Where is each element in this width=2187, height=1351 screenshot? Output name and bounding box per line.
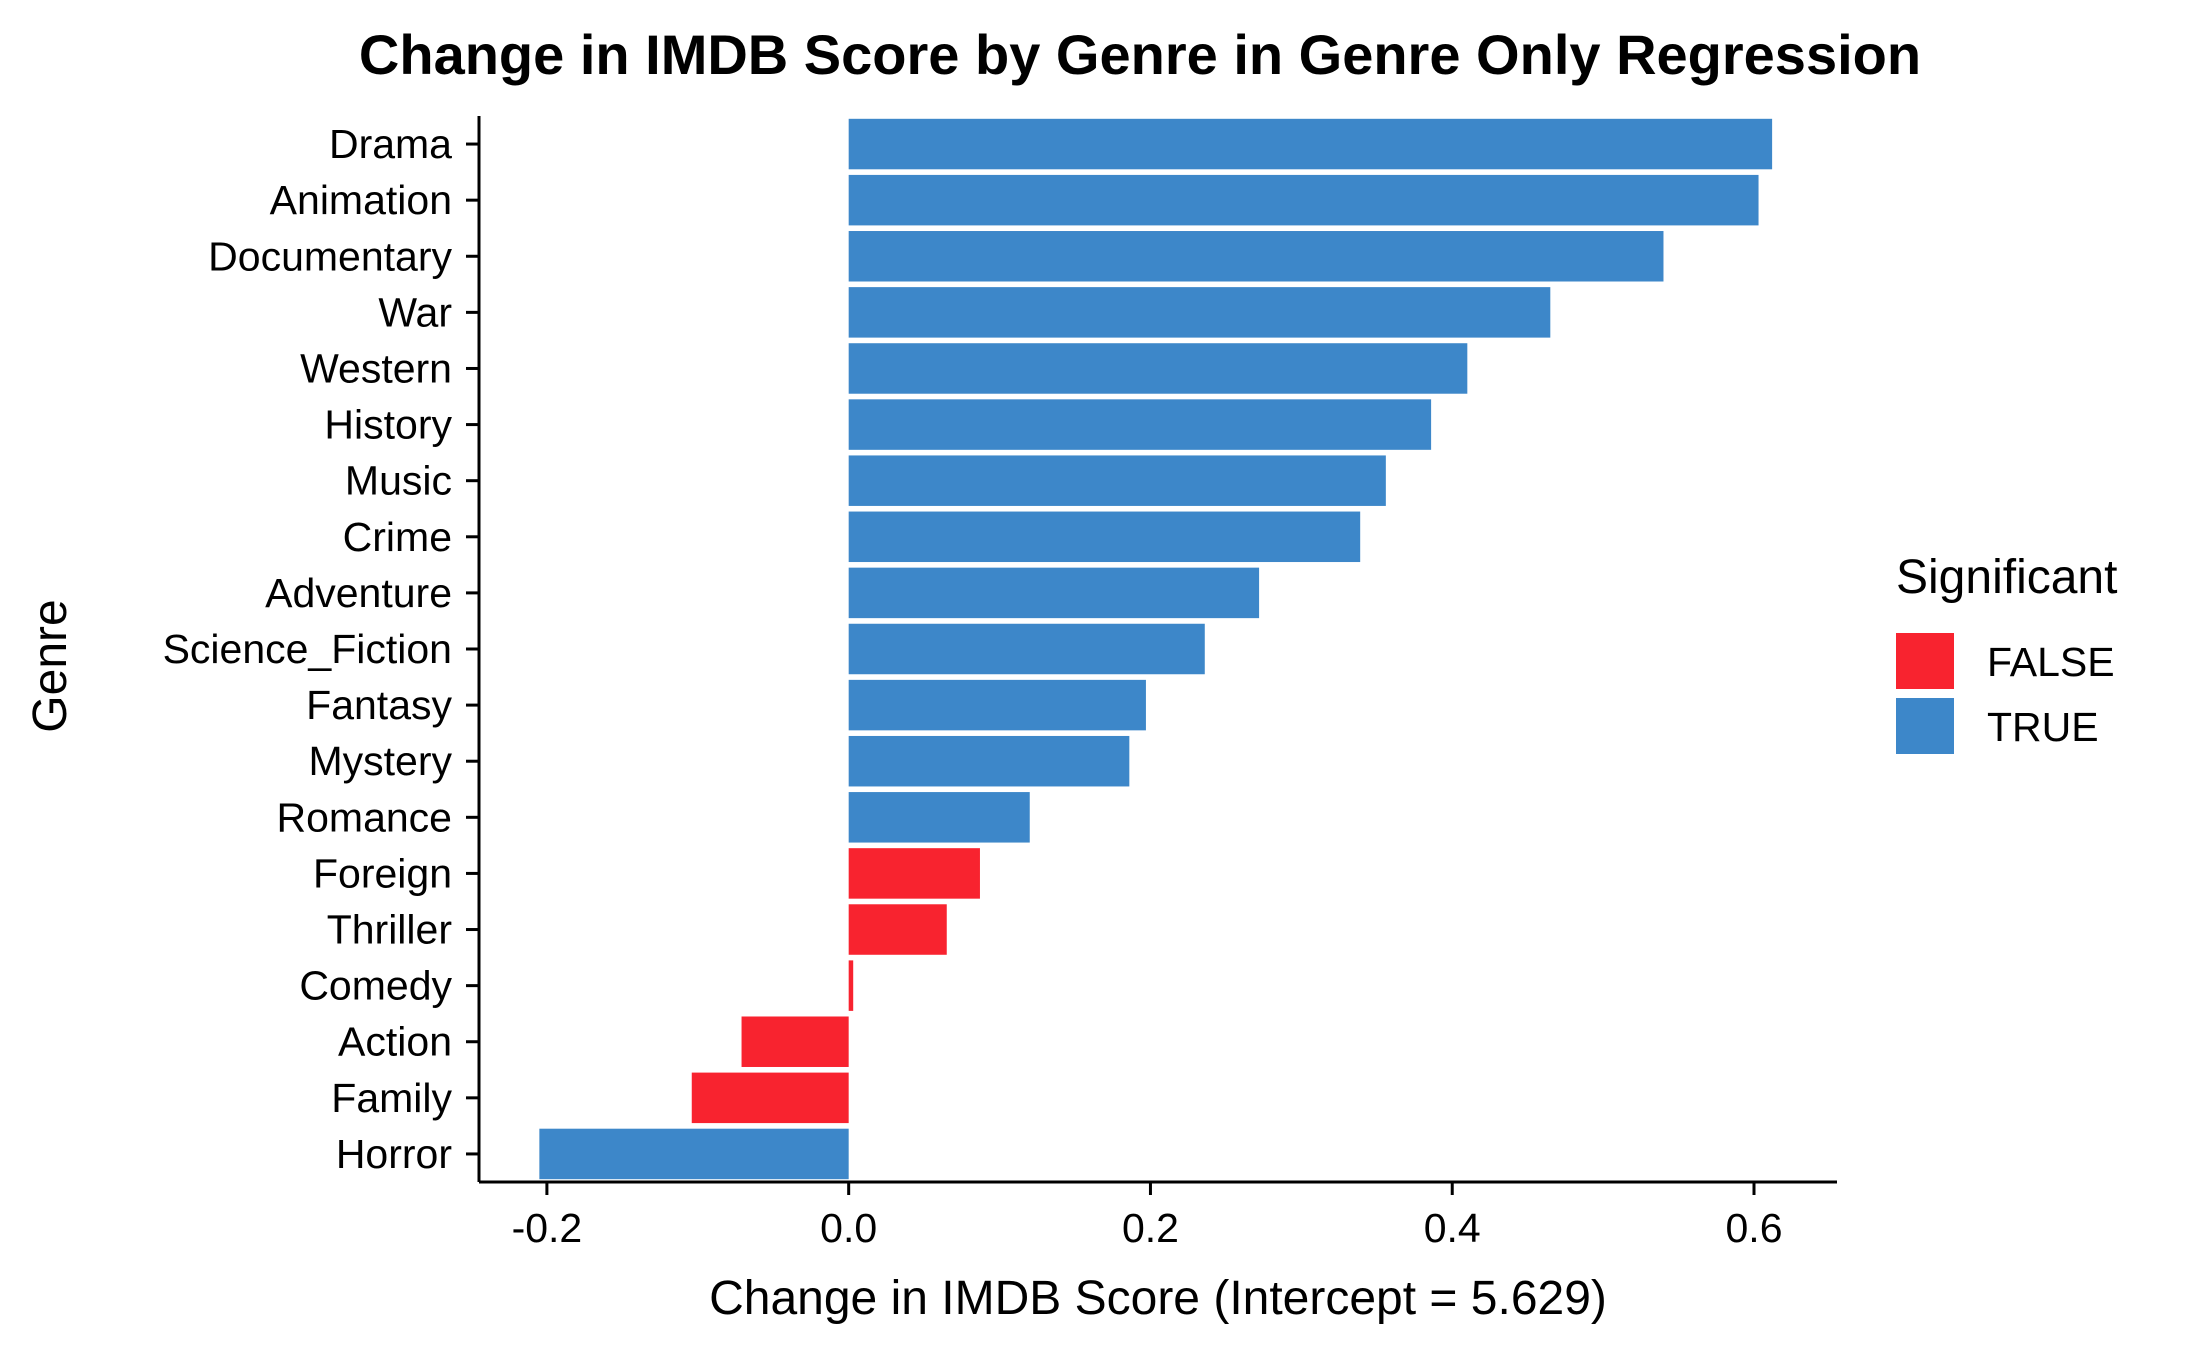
bar-documentary	[848, 231, 1664, 282]
y-tick-label: Foreign	[313, 850, 452, 896]
bar-history	[848, 399, 1432, 450]
y-tick-label: Adventure	[265, 570, 452, 616]
y-tick-label: Fantasy	[306, 682, 452, 728]
y-tick-label: Western	[300, 345, 452, 391]
bar-crime	[848, 511, 1361, 563]
y-axis-title: Genre	[24, 599, 77, 732]
legend-swatch-true	[1896, 698, 1954, 754]
y-tick-label: Documentary	[208, 233, 452, 279]
y-tick-label: Romance	[277, 794, 452, 840]
y-tick-label: Mystery	[309, 738, 453, 784]
bar-horror	[539, 1128, 849, 1180]
legend-label-false: FALSE	[1987, 639, 2115, 685]
bar-war	[848, 287, 1551, 338]
x-axis-title: Change in IMDB Score (Intercept = 5.629)	[709, 1272, 1607, 1325]
y-axis-ticks: Drama Animation Documentary War Western Histo…	[163, 121, 479, 1177]
y-tick-label: Music	[345, 458, 452, 504]
bar-foreign	[848, 848, 980, 899]
x-axis-ticks: -0.2 0.0 0.2 0.4 0.6	[512, 1182, 1783, 1251]
y-tick-label: History	[324, 402, 452, 448]
y-tick-label: Drama	[329, 121, 452, 167]
bar-comedy	[848, 960, 854, 1011]
y-tick-label: Action	[338, 1019, 452, 1065]
bar-animation	[848, 174, 1759, 226]
y-tick-label: Horror	[336, 1131, 452, 1177]
bar-adventure	[848, 567, 1260, 619]
x-tick-label: 0.2	[1122, 1205, 1179, 1251]
bar-thriller	[848, 904, 947, 955]
bar-music	[848, 455, 1386, 506]
bar-science-fiction	[848, 623, 1205, 675]
bar-family	[691, 1072, 849, 1124]
bar-drama	[848, 118, 1773, 170]
y-tick-label: War	[378, 289, 452, 335]
x-tick-label: -0.2	[512, 1205, 583, 1251]
bar-romance	[848, 792, 1030, 843]
bar-mystery	[848, 735, 1130, 787]
x-tick-label: 0.4	[1424, 1205, 1481, 1251]
bar-action	[741, 1016, 849, 1067]
y-tick-label: Science_Fiction	[163, 626, 452, 672]
y-tick-label: Comedy	[299, 963, 452, 1009]
y-tick-label: Family	[331, 1075, 452, 1121]
chart-title: Change in IMDB Score by Genre in Genre O…	[359, 23, 1921, 86]
legend: Significant FALSE TRUE	[1896, 551, 2117, 754]
legend-title: Significant	[1896, 551, 2117, 604]
y-tick-label: Thriller	[327, 907, 452, 953]
bar-western	[848, 343, 1468, 394]
x-tick-label: 0.0	[820, 1205, 877, 1251]
x-tick-label: 0.6	[1726, 1205, 1783, 1251]
bars-group	[539, 118, 1773, 1180]
y-tick-label: Animation	[270, 177, 452, 223]
legend-swatch-false	[1896, 633, 1954, 689]
y-tick-label: Crime	[343, 514, 452, 560]
bar-fantasy	[848, 679, 1146, 731]
legend-label-true: TRUE	[1987, 704, 2099, 750]
